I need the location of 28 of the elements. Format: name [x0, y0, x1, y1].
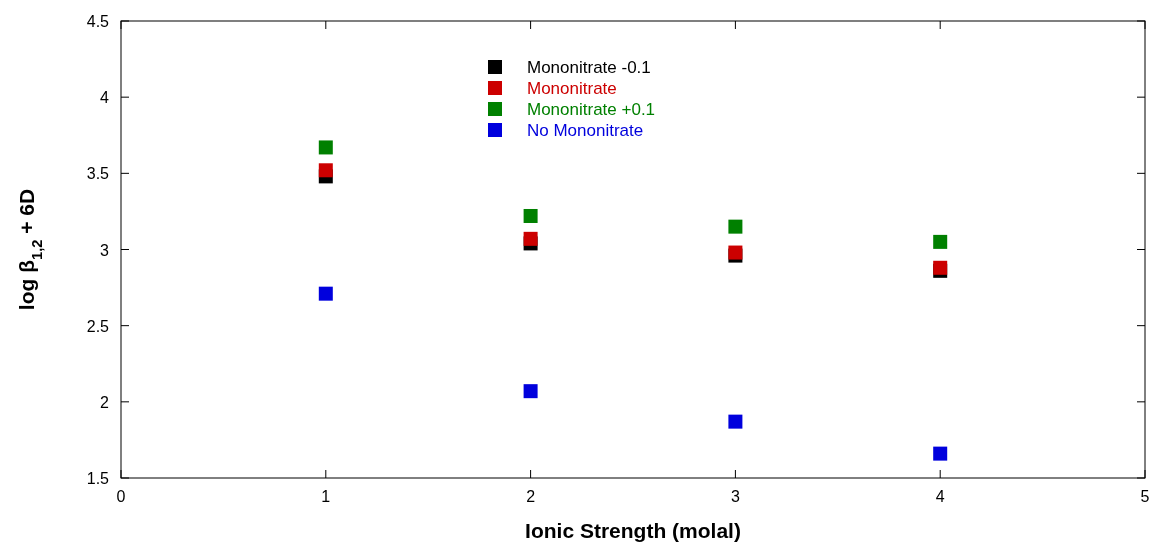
point [523, 231, 538, 246]
point [318, 286, 333, 301]
point [728, 219, 743, 234]
y-tick-label: 1.5 [86, 470, 110, 487]
x-tick-label: 0 [116, 488, 126, 505]
legend-label: Mononitrate [527, 79, 617, 98]
y-tick-label: 2.5 [86, 317, 110, 335]
y-tick-label: 4.5 [86, 13, 110, 30]
legend-label: Mononitrate +0.1 [527, 100, 656, 119]
point [933, 446, 948, 461]
y-tick-label: 2 [100, 393, 110, 411]
point [523, 208, 538, 223]
y-tick-label: 3 [100, 241, 110, 259]
y-tick-label: 3.5 [86, 165, 110, 183]
x-tick-label: 1 [321, 488, 331, 505]
point [728, 414, 743, 429]
x-axis-title: Ionic Strength (molal) [525, 519, 741, 542]
point [933, 234, 948, 249]
legend-label: Mononitrate -0.1 [527, 58, 651, 77]
x-tick-label: 4 [935, 488, 945, 505]
legend-label: No Mononitrate [527, 121, 644, 140]
x-tick-label: 3 [730, 488, 740, 505]
point [523, 384, 538, 399]
point [318, 140, 333, 155]
x-tick-label: 2 [526, 488, 536, 505]
y-tick-label: 4 [100, 89, 110, 107]
x-tick-label: 5 [1140, 488, 1150, 505]
point [318, 163, 333, 178]
